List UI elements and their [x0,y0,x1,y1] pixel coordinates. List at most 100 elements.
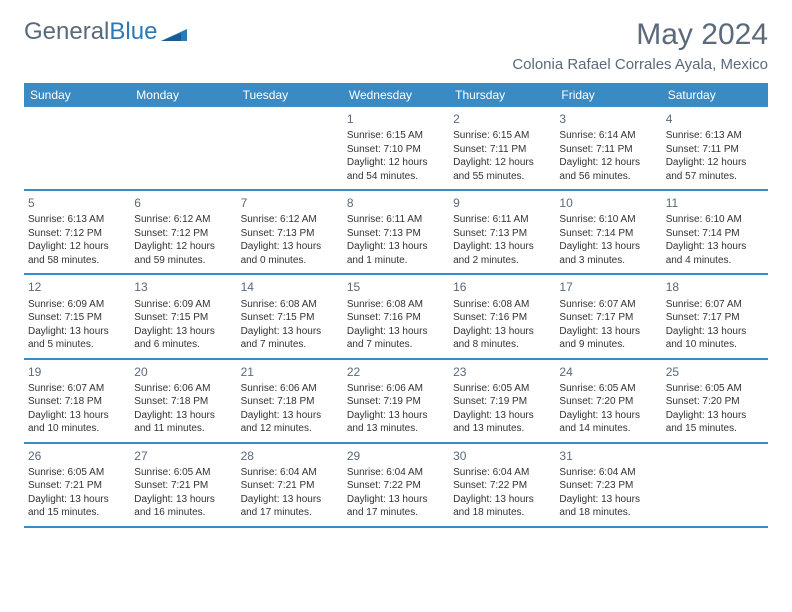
day-cell: 5Sunrise: 6:13 AMSunset: 7:12 PMDaylight… [24,191,130,273]
day-info-line: Sunrise: 6:04 AM [241,466,339,480]
day-info-line: Daylight: 13 hours and 13 minutes. [347,409,445,436]
day-info-line: Daylight: 13 hours and 11 minutes. [134,409,232,436]
day-cell: 6 Sunrise: 6:12 AMSunset: 7:12 PMDaylight… [130,191,236,273]
day-info-line: Sunset: 7:18 PM [241,395,339,409]
day-info-line: Sunrise: 6:06 AM [347,382,445,396]
day-info-line: Sunrise: 6:10 AM [666,213,764,227]
day-number: 1 [347,111,445,127]
day-header: Thursday [449,83,555,107]
week-row: 1Sunrise: 6:15 AMSunset: 7:10 PMDaylight… [24,107,768,191]
day-cell: 26Sunrise: 6:05 AMSunset: 7:21 PMDayligh… [24,444,130,526]
day-info-line: Sunrise: 6:09 AM [28,298,126,312]
day-info-line: Daylight: 13 hours and 4 minutes. [666,240,764,267]
day-header: Sunday [24,83,130,107]
week-row: 19Sunrise: 6:07 AMSunset: 7:18 PMDayligh… [24,360,768,444]
day-number: 20 [134,364,232,380]
day-header-row: SundayMondayTuesdayWednesdayThursdayFrid… [24,83,768,107]
day-cell: 17Sunrise: 6:07 AMSunset: 7:17 PMDayligh… [555,275,661,357]
day-info-line: Sunrise: 6:05 AM [134,466,232,480]
day-info-line: Sunset: 7:13 PM [453,227,551,241]
day-cell: 8Sunrise: 6:11 AMSunset: 7:13 PMDaylight… [343,191,449,273]
day-cell: 24Sunrise: 6:05 AMSunset: 7:20 PMDayligh… [555,360,661,442]
day-info-line: Daylight: 13 hours and 15 minutes. [28,493,126,520]
day-number: 13 [134,279,232,295]
day-info-line: Sunset: 7:14 PM [666,227,764,241]
day-info-line: Daylight: 13 hours and 10 minutes. [666,325,764,352]
day-info-line: Sunset: 7:20 PM [666,395,764,409]
day-info-line: Daylight: 12 hours and 56 minutes. [559,156,657,183]
day-info-line: Sunset: 7:15 PM [134,311,232,325]
day-cell [24,107,130,189]
day-info-line: Sunrise: 6:07 AM [559,298,657,312]
day-info-line: Sunset: 7:16 PM [347,311,445,325]
day-info-line: Sunset: 7:13 PM [241,227,339,241]
day-number: 28 [241,448,339,464]
title-block: May 2024 Colonia Rafael Corrales Ayala, … [512,18,768,73]
day-info-line: Sunrise: 6:08 AM [241,298,339,312]
day-info-line: Daylight: 13 hours and 10 minutes. [28,409,126,436]
day-number: 11 [666,195,764,211]
day-info-line: Sunrise: 6:05 AM [453,382,551,396]
day-cell: 13 Sunrise: 6:09 AMSunset: 7:15 PMDayligh… [130,275,236,357]
day-info-line: Sunrise: 6:11 AM [453,213,551,227]
day-info-line: Sunset: 7:18 PM [28,395,126,409]
day-number: 6 [134,195,232,211]
day-info-line: Sunset: 7:15 PM [241,311,339,325]
day-info-line: Daylight: 13 hours and 18 minutes. [453,493,551,520]
day-cell [237,107,343,189]
day-number: 8 [347,195,445,211]
day-info-line: Sunset: 7:18 PM [134,395,232,409]
day-info-line: Sunrise: 6:09 AM [134,298,232,312]
day-info-line: Sunset: 7:21 PM [28,479,126,493]
day-info-line: Daylight: 12 hours and 59 minutes. [134,240,232,267]
day-info-line: Daylight: 13 hours and 7 minutes. [347,325,445,352]
day-number: 25 [666,364,764,380]
day-number: 23 [453,364,551,380]
day-info-line: Daylight: 13 hours and 7 minutes. [241,325,339,352]
day-number: 7 [241,195,339,211]
day-info-line: Sunrise: 6:07 AM [666,298,764,312]
day-info-line: Daylight: 13 hours and 18 minutes. [559,493,657,520]
day-cell: 19Sunrise: 6:07 AMSunset: 7:18 PMDayligh… [24,360,130,442]
day-number: 4 [666,111,764,127]
day-info-line: Sunset: 7:23 PM [559,479,657,493]
day-info-line: Sunrise: 6:13 AM [666,129,764,143]
day-cell: 3Sunrise: 6:14 AMSunset: 7:11 PMDaylight… [555,107,661,189]
day-number: 14 [241,279,339,295]
day-cell: 14 Sunrise: 6:08 AMSunset: 7:15 PMDayligh… [237,275,343,357]
day-info-line: Sunrise: 6:12 AM [134,213,232,227]
day-info-line: Sunrise: 6:05 AM [666,382,764,396]
day-cell: 9Sunrise: 6:11 AMSunset: 7:13 PMDaylight… [449,191,555,273]
day-number: 22 [347,364,445,380]
day-info-line: Sunrise: 6:08 AM [453,298,551,312]
day-number: 17 [559,279,657,295]
day-number: 12 [28,279,126,295]
day-cell: 16Sunrise: 6:08 AMSunset: 7:16 PMDayligh… [449,275,555,357]
day-info-line: Sunrise: 6:15 AM [453,129,551,143]
day-info-line: Sunrise: 6:04 AM [347,466,445,480]
day-cell: 23Sunrise: 6:05 AMSunset: 7:19 PMDayligh… [449,360,555,442]
day-info-line: Sunset: 7:12 PM [134,227,232,241]
week-row: 5Sunrise: 6:13 AMSunset: 7:12 PMDaylight… [24,191,768,275]
weeks-container: 1Sunrise: 6:15 AMSunset: 7:10 PMDaylight… [24,107,768,528]
day-info-line: Sunrise: 6:07 AM [28,382,126,396]
day-info-line: Daylight: 13 hours and 14 minutes. [559,409,657,436]
day-info-line: Sunrise: 6:04 AM [453,466,551,480]
brand-part2: Blue [109,18,157,46]
day-info-line: Sunset: 7:22 PM [347,479,445,493]
day-info-line: Daylight: 13 hours and 6 minutes. [134,325,232,352]
day-header: Monday [130,83,236,107]
day-number: 31 [559,448,657,464]
day-info-line: Daylight: 12 hours and 57 minutes. [666,156,764,183]
day-number: 24 [559,364,657,380]
day-cell [662,444,768,526]
day-number: 10 [559,195,657,211]
location-text: Colonia Rafael Corrales Ayala, Mexico [512,56,768,73]
day-info-line: Sunset: 7:16 PM [453,311,551,325]
day-info-line: Sunset: 7:17 PM [666,311,764,325]
day-cell: 28Sunrise: 6:04 AMSunset: 7:21 PMDayligh… [237,444,343,526]
day-info-line: Daylight: 13 hours and 8 minutes. [453,325,551,352]
day-cell [130,107,236,189]
day-number: 3 [559,111,657,127]
day-info-line: Sunrise: 6:06 AM [134,382,232,396]
